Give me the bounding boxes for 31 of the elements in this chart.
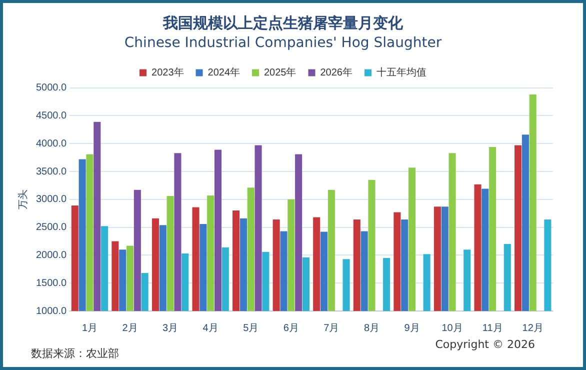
text: Copyright © 2026 — [435, 338, 535, 351]
source-note: 数据来源：农业部 — [31, 346, 119, 361]
x-tick-label: 1月 — [82, 322, 98, 334]
chart-title: 我国规模以上定点生猪屠宰量月变化 — [162, 14, 404, 32]
x-tick-label: 9月 — [404, 322, 420, 334]
legend-label: 2025年 — [264, 66, 296, 79]
x-tick-label: 5月 — [243, 322, 259, 334]
legend-label: 2024年 — [208, 66, 240, 79]
x-tick-label: 4月 — [202, 322, 218, 334]
y-tick-label: 1000.0 — [36, 306, 68, 317]
x-tick-label: 6月 — [283, 322, 299, 334]
y-tick-label: 2500.0 — [36, 222, 68, 234]
legend-label: 2026年 — [320, 66, 352, 79]
y-tick-label: 4500.0 — [36, 110, 68, 122]
y-axis-title: 万头 — [16, 189, 29, 210]
x-tick-label: 7月 — [324, 322, 340, 334]
y-tick-label: 3500.0 — [36, 166, 68, 178]
y-tick-label: 2000.0 — [36, 250, 68, 261]
y-tick-label: 3000.0 — [36, 194, 68, 206]
x-tick-label: 2月 — [122, 322, 138, 334]
x-tick-label: 3月 — [162, 322, 178, 334]
legend-label: 2023年 — [152, 66, 184, 79]
legend-label: 十五年均值 — [376, 66, 426, 79]
chart-subtitle: Chinese Industrial Companies' Hog Slaughter — [124, 35, 442, 52]
x-tick-label: 11月 — [482, 322, 503, 334]
x-tick-label: 10月 — [442, 322, 463, 334]
y-tick-label: 4000.0 — [36, 138, 68, 150]
x-tick-label: 12月 — [522, 322, 544, 334]
y-tick-label: 1500.0 — [36, 278, 68, 289]
x-tick-label: 8月 — [364, 322, 380, 334]
y-tick-label: 5000.0 — [36, 82, 68, 94]
